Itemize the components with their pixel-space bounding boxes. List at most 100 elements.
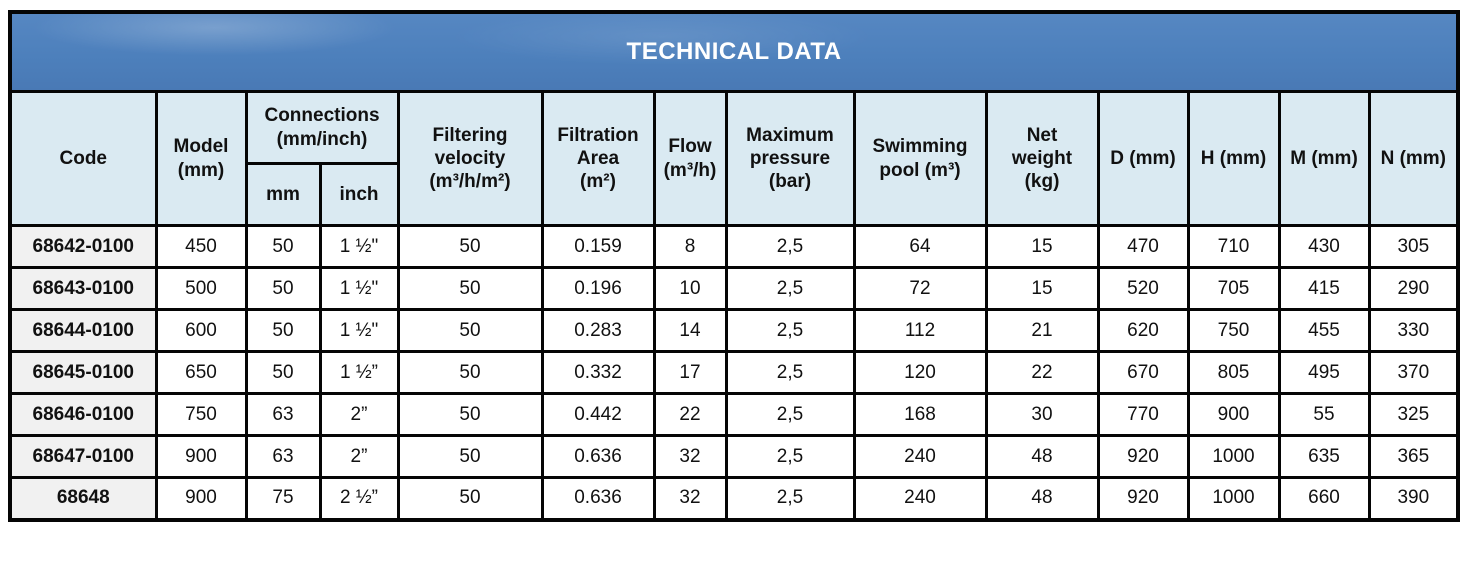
cell-model: 450 — [154, 224, 248, 269]
cell-filtration-area: 0.196 — [540, 266, 656, 311]
table-row: 68645-0100 650 50 1 ½” 50 0.332 17 2,5 1… — [8, 350, 1460, 395]
cell-code: 68647-0100 — [8, 434, 158, 479]
cell-inch: 2 ½” — [318, 476, 400, 521]
cell-h: 900 — [1186, 392, 1281, 437]
cell-m: 430 — [1277, 224, 1371, 269]
cell-inch: 1 ½" — [318, 266, 400, 311]
technical-data-table: TECHNICAL DATA Code Model (mm) Connectio… — [8, 10, 1461, 522]
cell-n: 365 — [1367, 434, 1460, 479]
cell-max-pressure: 2,5 — [724, 350, 856, 395]
cell-swimming-pool: 240 — [852, 434, 988, 479]
cell-swimming-pool: 168 — [852, 392, 988, 437]
cell-mm: 75 — [244, 476, 322, 521]
cell-filtration-area: 0.332 — [540, 350, 656, 395]
cell-filtering-velocity: 50 — [396, 476, 544, 521]
cell-m: 635 — [1277, 434, 1371, 479]
table-row: 68647-0100 900 63 2” 50 0.636 32 2,5 240… — [8, 434, 1460, 479]
title-row: TECHNICAL DATA — [8, 10, 1460, 93]
table-title: TECHNICAL DATA — [8, 10, 1460, 93]
cell-filtration-area: 0.636 — [540, 434, 656, 479]
table-row: 68644-0100 600 50 1 ½" 50 0.283 14 2,5 1… — [8, 308, 1460, 353]
cell-code: 68642-0100 — [8, 224, 158, 269]
header-swimming-pool: Swimming pool (m³) — [852, 90, 988, 227]
cell-max-pressure: 2,5 — [724, 224, 856, 269]
cell-inch: 1 ½" — [318, 224, 400, 269]
header-filtration-area: Filtration Area (m²) — [540, 90, 656, 227]
cell-mm: 63 — [244, 392, 322, 437]
cell-model: 750 — [154, 392, 248, 437]
cell-code: 68644-0100 — [8, 308, 158, 353]
cell-filtering-velocity: 50 — [396, 224, 544, 269]
cell-flow: 8 — [652, 224, 728, 269]
cell-flow: 14 — [652, 308, 728, 353]
cell-d: 620 — [1096, 308, 1190, 353]
cell-swimming-pool: 72 — [852, 266, 988, 311]
cell-flow: 22 — [652, 392, 728, 437]
cell-max-pressure: 2,5 — [724, 434, 856, 479]
cell-net-weight: 48 — [984, 434, 1100, 479]
cell-flow: 17 — [652, 350, 728, 395]
cell-d: 920 — [1096, 476, 1190, 521]
header-h: H (mm) — [1186, 90, 1281, 227]
cell-m: 495 — [1277, 350, 1371, 395]
header-row: Code Model (mm) Connections (mm/inch) Fi… — [8, 90, 1460, 227]
header-connections: Connections (mm/inch) — [244, 90, 400, 165]
cell-d: 920 — [1096, 434, 1190, 479]
table-row: 68646-0100 750 63 2” 50 0.442 22 2,5 168… — [8, 392, 1460, 437]
cell-max-pressure: 2,5 — [724, 308, 856, 353]
header-code: Code — [8, 90, 158, 227]
header-connections-mm: mm — [244, 162, 322, 227]
cell-inch: 1 ½” — [318, 350, 400, 395]
table-row: 68643-0100 500 50 1 ½" 50 0.196 10 2,5 7… — [8, 266, 1460, 311]
header-flow: Flow (m³/h) — [652, 90, 728, 227]
cell-net-weight: 15 — [984, 266, 1100, 311]
cell-swimming-pool: 240 — [852, 476, 988, 521]
header-filtering-velocity: Filtering velocity (m³/h/m²) — [396, 90, 544, 227]
cell-mm: 50 — [244, 350, 322, 395]
table-row: 68642-0100 450 50 1 ½" 50 0.159 8 2,5 64… — [8, 224, 1460, 269]
cell-h: 1000 — [1186, 434, 1281, 479]
cell-inch: 2” — [318, 434, 400, 479]
cell-n: 305 — [1367, 224, 1460, 269]
cell-filtration-area: 0.442 — [540, 392, 656, 437]
table-row: 68648 900 75 2 ½” 50 0.636 32 2,5 240 48… — [8, 476, 1460, 521]
cell-swimming-pool: 120 — [852, 350, 988, 395]
cell-max-pressure: 2,5 — [724, 392, 856, 437]
cell-n: 290 — [1367, 266, 1460, 311]
cell-flow: 10 — [652, 266, 728, 311]
cell-h: 710 — [1186, 224, 1281, 269]
cell-mm: 50 — [244, 224, 322, 269]
cell-net-weight: 48 — [984, 476, 1100, 521]
cell-m: 415 — [1277, 266, 1371, 311]
cell-model: 500 — [154, 266, 248, 311]
header-connections-inch: inch — [318, 162, 400, 227]
cell-model: 900 — [154, 476, 248, 521]
cell-max-pressure: 2,5 — [724, 476, 856, 521]
cell-h: 1000 — [1186, 476, 1281, 521]
cell-h: 805 — [1186, 350, 1281, 395]
cell-n: 325 — [1367, 392, 1460, 437]
cell-inch: 1 ½" — [318, 308, 400, 353]
cell-mm: 50 — [244, 266, 322, 311]
cell-filtering-velocity: 50 — [396, 434, 544, 479]
cell-h: 705 — [1186, 266, 1281, 311]
cell-filtering-velocity: 50 — [396, 266, 544, 311]
cell-m: 55 — [1277, 392, 1371, 437]
cell-code: 68648 — [8, 476, 158, 521]
cell-filtration-area: 0.159 — [540, 224, 656, 269]
header-n: N (mm) — [1367, 90, 1460, 227]
cell-n: 390 — [1367, 476, 1460, 521]
cell-swimming-pool: 64 — [852, 224, 988, 269]
cell-filtration-area: 0.283 — [540, 308, 656, 353]
cell-n: 330 — [1367, 308, 1460, 353]
cell-mm: 50 — [244, 308, 322, 353]
cell-filtration-area: 0.636 — [540, 476, 656, 521]
cell-m: 660 — [1277, 476, 1371, 521]
cell-d: 470 — [1096, 224, 1190, 269]
cell-h: 750 — [1186, 308, 1281, 353]
cell-flow: 32 — [652, 434, 728, 479]
cell-code: 68645-0100 — [8, 350, 158, 395]
header-max-pressure: Maximum pressure (bar) — [724, 90, 856, 227]
cell-code: 68646-0100 — [8, 392, 158, 437]
